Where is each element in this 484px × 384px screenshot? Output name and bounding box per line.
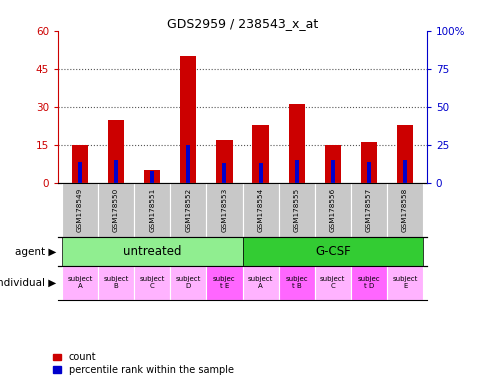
Bar bbox=[150, 171, 154, 183]
Legend: count, percentile rank within the sample: count, percentile rank within the sample bbox=[53, 353, 233, 375]
Text: subject
D: subject D bbox=[175, 276, 200, 289]
Text: untreated: untreated bbox=[122, 245, 181, 258]
Bar bbox=[144, 170, 160, 183]
Text: subject
A: subject A bbox=[247, 276, 272, 289]
Text: subject
A: subject A bbox=[67, 276, 92, 289]
FancyBboxPatch shape bbox=[134, 266, 170, 300]
FancyBboxPatch shape bbox=[206, 266, 242, 300]
Bar bbox=[360, 142, 377, 183]
FancyBboxPatch shape bbox=[242, 237, 423, 266]
FancyBboxPatch shape bbox=[170, 266, 206, 300]
Text: GSM178555: GSM178555 bbox=[293, 188, 299, 232]
FancyBboxPatch shape bbox=[98, 266, 134, 300]
FancyBboxPatch shape bbox=[134, 183, 170, 237]
FancyBboxPatch shape bbox=[61, 183, 98, 237]
FancyBboxPatch shape bbox=[278, 183, 314, 237]
Bar bbox=[114, 160, 118, 183]
FancyBboxPatch shape bbox=[61, 237, 242, 266]
FancyBboxPatch shape bbox=[242, 183, 278, 237]
Text: GSM178557: GSM178557 bbox=[365, 188, 371, 232]
Text: GSM178554: GSM178554 bbox=[257, 188, 263, 232]
Bar bbox=[366, 162, 370, 183]
FancyBboxPatch shape bbox=[170, 183, 206, 237]
FancyBboxPatch shape bbox=[278, 266, 314, 300]
FancyBboxPatch shape bbox=[386, 183, 423, 237]
FancyBboxPatch shape bbox=[242, 266, 278, 300]
Text: individual ▶: individual ▶ bbox=[0, 278, 56, 288]
Text: subject
C: subject C bbox=[139, 276, 165, 289]
Bar bbox=[252, 125, 268, 183]
Bar bbox=[324, 145, 340, 183]
Text: subject
E: subject E bbox=[392, 276, 417, 289]
Text: agent ▶: agent ▶ bbox=[15, 247, 56, 257]
Text: GSM178553: GSM178553 bbox=[221, 188, 227, 232]
FancyBboxPatch shape bbox=[98, 183, 134, 237]
Bar bbox=[330, 160, 334, 183]
FancyBboxPatch shape bbox=[61, 266, 98, 300]
FancyBboxPatch shape bbox=[206, 183, 242, 237]
FancyBboxPatch shape bbox=[350, 266, 386, 300]
Bar bbox=[72, 145, 88, 183]
Bar bbox=[78, 162, 82, 183]
Bar bbox=[402, 160, 406, 183]
Bar bbox=[288, 104, 304, 183]
FancyBboxPatch shape bbox=[314, 266, 350, 300]
Text: GSM178550: GSM178550 bbox=[113, 188, 119, 232]
Text: subject
C: subject C bbox=[319, 276, 345, 289]
Bar bbox=[186, 145, 190, 183]
Text: GSM178551: GSM178551 bbox=[149, 188, 155, 232]
Text: subjec
t E: subjec t E bbox=[212, 276, 235, 289]
Text: G-CSF: G-CSF bbox=[314, 245, 350, 258]
Bar bbox=[180, 56, 196, 183]
Title: GDS2959 / 238543_x_at: GDS2959 / 238543_x_at bbox=[166, 17, 318, 30]
Text: GSM178558: GSM178558 bbox=[401, 188, 407, 232]
Text: GSM178552: GSM178552 bbox=[185, 188, 191, 232]
FancyBboxPatch shape bbox=[350, 183, 386, 237]
Bar bbox=[216, 140, 232, 183]
Text: GSM178556: GSM178556 bbox=[329, 188, 335, 232]
Bar bbox=[107, 119, 124, 183]
Bar bbox=[396, 125, 412, 183]
Text: subject
B: subject B bbox=[103, 276, 128, 289]
FancyBboxPatch shape bbox=[386, 266, 423, 300]
Text: subjec
t B: subjec t B bbox=[285, 276, 307, 289]
FancyBboxPatch shape bbox=[314, 183, 350, 237]
Text: GSM178549: GSM178549 bbox=[77, 188, 83, 232]
Bar bbox=[222, 163, 226, 183]
Bar bbox=[294, 160, 298, 183]
Text: subjec
t D: subjec t D bbox=[357, 276, 379, 289]
Bar bbox=[258, 163, 262, 183]
